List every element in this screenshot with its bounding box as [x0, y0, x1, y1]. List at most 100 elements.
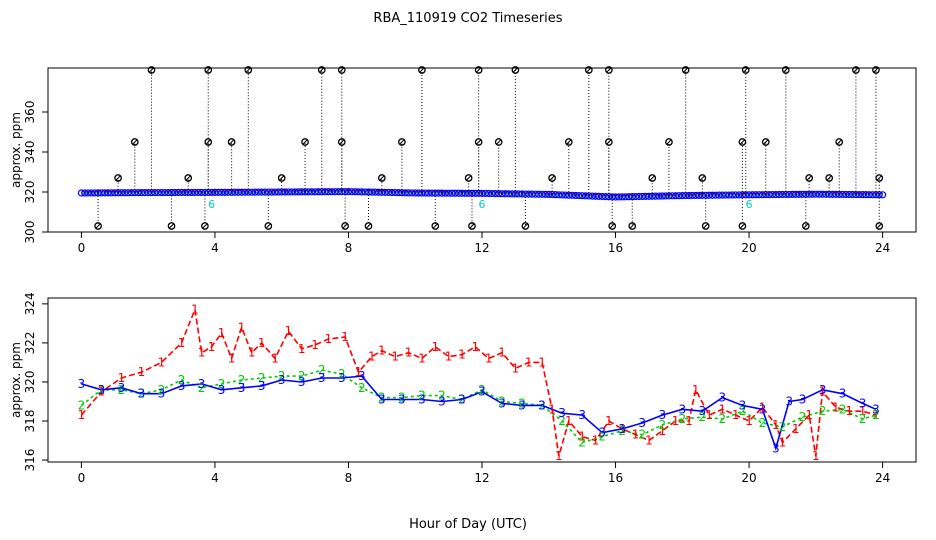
top-low-point-slash	[802, 223, 809, 229]
bottom-x-tick-label: 4	[211, 471, 219, 485]
top-y-tick-label: 340	[23, 141, 37, 164]
top-baseline-point	[692, 191, 700, 200]
top-mid-point	[398, 138, 406, 146]
bottom-series-1-point: 1	[872, 408, 880, 422]
bottom-series-2-point: 2	[839, 402, 847, 416]
bottom-y-axis-label: approx. ppm	[9, 342, 23, 418]
bottom-series-1-point: 1	[692, 383, 700, 397]
top-baseline-point	[792, 190, 800, 198]
top-baseline-point	[331, 188, 339, 196]
bottom-series-1-point: 1	[238, 320, 246, 334]
bottom-x-tick-label: 0	[78, 471, 86, 485]
top-baseline-point	[568, 191, 576, 199]
top-low-point-slash	[202, 223, 208, 229]
top-spike-point	[474, 66, 483, 74]
top-spike-point-slash	[873, 67, 879, 73]
top-mid-point-slash	[185, 175, 192, 181]
top-baseline-point	[448, 189, 456, 197]
top-baseline-point	[795, 190, 803, 198]
bottom-series-2-point: 2	[638, 428, 646, 442]
bottom-series-2-line	[80, 369, 877, 444]
bottom-series-3-point: 3	[438, 394, 446, 408]
top-mid-point-slash	[762, 139, 769, 145]
top-mid-point	[648, 174, 657, 182]
bottom-series-2-point: 2	[872, 408, 880, 422]
top-low-point	[364, 222, 373, 230]
top-y-axis-label: approx. ppm	[9, 112, 23, 188]
bottom-series-2-point: 2	[378, 391, 386, 405]
top-baseline-point	[551, 191, 560, 199]
top-baseline-point	[401, 189, 409, 197]
top-low-point	[201, 222, 209, 230]
top-baseline-point	[298, 188, 306, 196]
bottom-x-tick-label: 12	[474, 471, 489, 485]
top-baseline-point	[124, 189, 132, 197]
top-baseline-point	[191, 188, 199, 197]
bottom-series-3-point: 3	[478, 385, 486, 399]
top-mid-point	[738, 138, 747, 146]
top-baseline-point	[371, 188, 379, 196]
bottom-series-1-point: 1	[298, 342, 306, 356]
top-mid-point	[698, 174, 707, 182]
bottom-series-2-point: 2	[178, 373, 186, 387]
top-baseline-point	[672, 192, 680, 200]
top-baseline-point	[588, 192, 596, 200]
top-mid-point	[805, 174, 814, 182]
top-low-point	[431, 222, 440, 230]
bottom-series-1-point: 1	[325, 332, 333, 346]
top-baseline-point	[631, 192, 640, 201]
top-baseline-point	[715, 191, 723, 199]
top-baseline-point	[121, 189, 129, 197]
top-baseline-point	[384, 188, 393, 197]
bottom-y-tick-label: 324	[23, 292, 37, 315]
top-baseline-point	[87, 189, 96, 197]
top-baseline-point	[104, 189, 112, 197]
top-baseline-point	[531, 190, 540, 198]
bottom-series-1-point: 1	[218, 326, 226, 340]
top-baseline-point	[211, 188, 219, 196]
top-mid-point-slash	[205, 139, 212, 145]
top-mid-point-slash	[115, 175, 121, 181]
bottom-series-3-point: 3	[218, 383, 226, 397]
top-baseline-point	[428, 189, 436, 197]
top-mid-point	[184, 174, 193, 182]
top-x-tick-label: 4	[211, 241, 219, 255]
bottom-series-2-point: 2	[478, 383, 486, 397]
bottom-series-1-point: 1	[258, 336, 266, 350]
bottom-series-1-point: 1	[819, 385, 827, 399]
bottom-series-1-point: 1	[812, 449, 820, 463]
bottom-series-1-point: 1	[78, 408, 86, 422]
top-baseline-point	[655, 192, 663, 200]
bottom-series-1-point: 1	[458, 348, 466, 362]
top-baseline-point	[518, 190, 526, 198]
bottom-series-1-point: 1	[832, 400, 840, 414]
bottom-series-2-point: 2	[739, 404, 747, 418]
top-baseline-point	[732, 191, 740, 199]
bottom-y-tick-label: 316	[23, 449, 37, 472]
bottom-series-1-point: 1	[779, 435, 787, 449]
top-baseline-point	[772, 190, 780, 199]
top-baseline-point	[291, 188, 299, 196]
top-spike-point	[244, 66, 253, 74]
top-mid-point	[825, 174, 834, 182]
top-baseline-point	[718, 191, 726, 199]
top-mid-point-slash	[666, 139, 672, 145]
top-baseline-point	[752, 191, 760, 199]
top-baseline-point	[778, 190, 787, 199]
bottom-series-3-point: 3	[618, 422, 626, 436]
top-baseline-point	[768, 190, 777, 199]
top-baseline-point	[137, 189, 146, 197]
bottom-series-1-line	[80, 306, 877, 457]
top-baseline-point	[748, 191, 757, 199]
top-mid-point-slash	[826, 175, 833, 181]
bottom-series-2-point: 2	[298, 369, 306, 383]
top-mid-point-slash	[699, 175, 706, 181]
top-mid-point	[564, 138, 573, 146]
top-mid-point-slash	[302, 139, 308, 145]
bottom-series-3-point: 3	[398, 393, 406, 407]
top-baseline-point	[348, 188, 356, 196]
top-mid-point-slash	[806, 175, 813, 181]
bottom-series-2-point: 2	[799, 410, 807, 424]
top-baseline-point	[294, 188, 302, 196]
bottom-series-2-point: 2	[358, 381, 366, 395]
